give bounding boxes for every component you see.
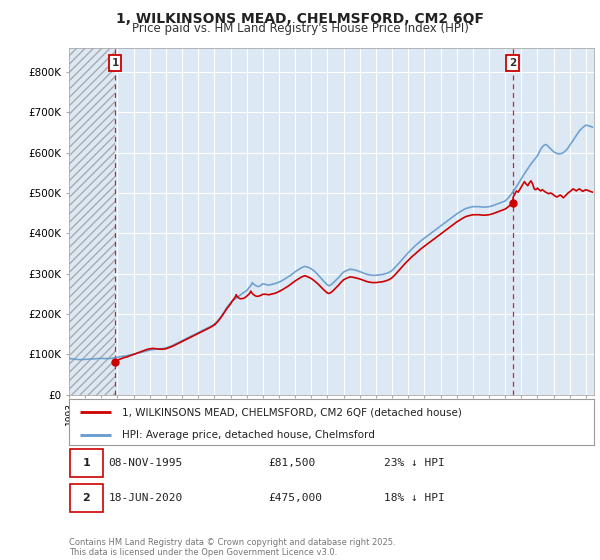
- Text: 23% ↓ HPI: 23% ↓ HPI: [384, 459, 445, 468]
- Text: 1, WILKINSONS MEAD, CHELMSFORD, CM2 6QF: 1, WILKINSONS MEAD, CHELMSFORD, CM2 6QF: [116, 12, 484, 26]
- Text: 1, WILKINSONS MEAD, CHELMSFORD, CM2 6QF (detached house): 1, WILKINSONS MEAD, CHELMSFORD, CM2 6QF …: [121, 407, 461, 417]
- Text: 2: 2: [509, 58, 516, 68]
- Text: 08-NOV-1995: 08-NOV-1995: [109, 459, 182, 468]
- FancyBboxPatch shape: [70, 484, 103, 512]
- Text: 1: 1: [82, 459, 90, 468]
- Text: 2: 2: [82, 493, 90, 503]
- Text: £81,500: £81,500: [269, 459, 316, 468]
- Text: 1: 1: [112, 58, 119, 68]
- Text: Contains HM Land Registry data © Crown copyright and database right 2025.
This d: Contains HM Land Registry data © Crown c…: [69, 538, 395, 557]
- Text: 18-JUN-2020: 18-JUN-2020: [109, 493, 182, 503]
- Text: Price paid vs. HM Land Registry's House Price Index (HPI): Price paid vs. HM Land Registry's House …: [131, 22, 469, 35]
- Text: £475,000: £475,000: [269, 493, 323, 503]
- FancyBboxPatch shape: [70, 449, 103, 477]
- Text: HPI: Average price, detached house, Chelmsford: HPI: Average price, detached house, Chel…: [121, 430, 374, 440]
- Text: 18% ↓ HPI: 18% ↓ HPI: [384, 493, 445, 503]
